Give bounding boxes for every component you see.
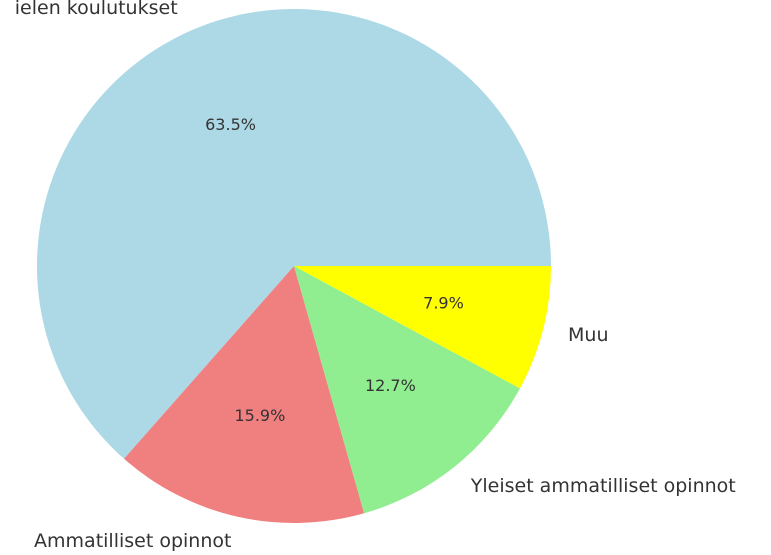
slice-label: Yleiset ammatilliset opinnot xyxy=(470,475,736,497)
percent-label: 12.7% xyxy=(365,376,416,395)
slice-label: ielen koulutukset xyxy=(15,0,178,19)
pie-slice xyxy=(294,266,520,514)
percent-label: 63.5% xyxy=(205,115,256,134)
percent-label: 15.9% xyxy=(234,406,285,425)
slice-label: Ammatilliset opinnot xyxy=(34,530,231,552)
pie-slice xyxy=(36,8,551,459)
slice-label: Muu xyxy=(568,324,608,346)
pie-slice xyxy=(124,266,365,523)
percent-label: 7.9% xyxy=(423,293,464,312)
pie-slice xyxy=(294,266,551,389)
